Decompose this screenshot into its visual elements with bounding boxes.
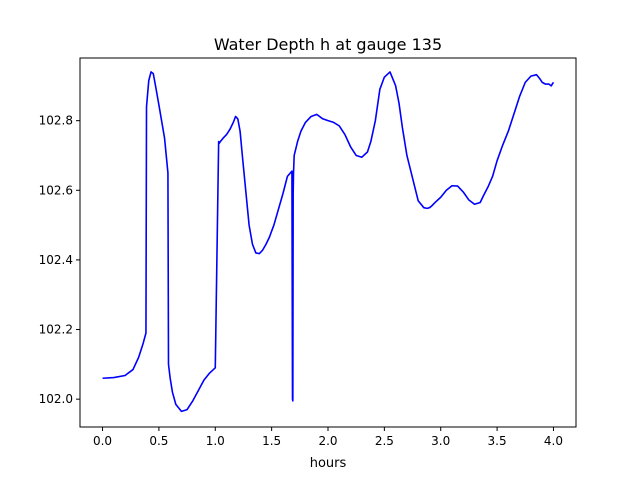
x-tick-label: 3.0 (431, 434, 450, 448)
x-tick-label: 2.0 (318, 434, 337, 448)
x-tick-label: 1.0 (206, 434, 225, 448)
x-tick-label: 3.5 (488, 434, 507, 448)
x-tick-label: 4.0 (544, 434, 563, 448)
y-tick-label: 102.8 (39, 114, 73, 128)
y-tick-label: 102.4 (39, 253, 73, 267)
chart-title: Water Depth h at gauge 135 (214, 35, 442, 54)
x-tick-label: 0.5 (149, 434, 168, 448)
plot-area: 0.0 0.5 1.0 1.5 2.0 2.5 3.0 3.5 4.0 102.0 102.2 102… (39, 57, 577, 448)
x-tick-label: 1.5 (262, 434, 281, 448)
y-tick-label: 102.2 (39, 323, 73, 337)
y-tick-label: 102.0 (39, 392, 73, 406)
x-tick-label: 2.5 (375, 434, 394, 448)
series-line-0 (102, 71, 555, 413)
y-tick-label: 102.6 (39, 183, 73, 197)
x-axis-label: hours (310, 456, 347, 471)
x-tick-label: 0.0 (93, 434, 112, 448)
